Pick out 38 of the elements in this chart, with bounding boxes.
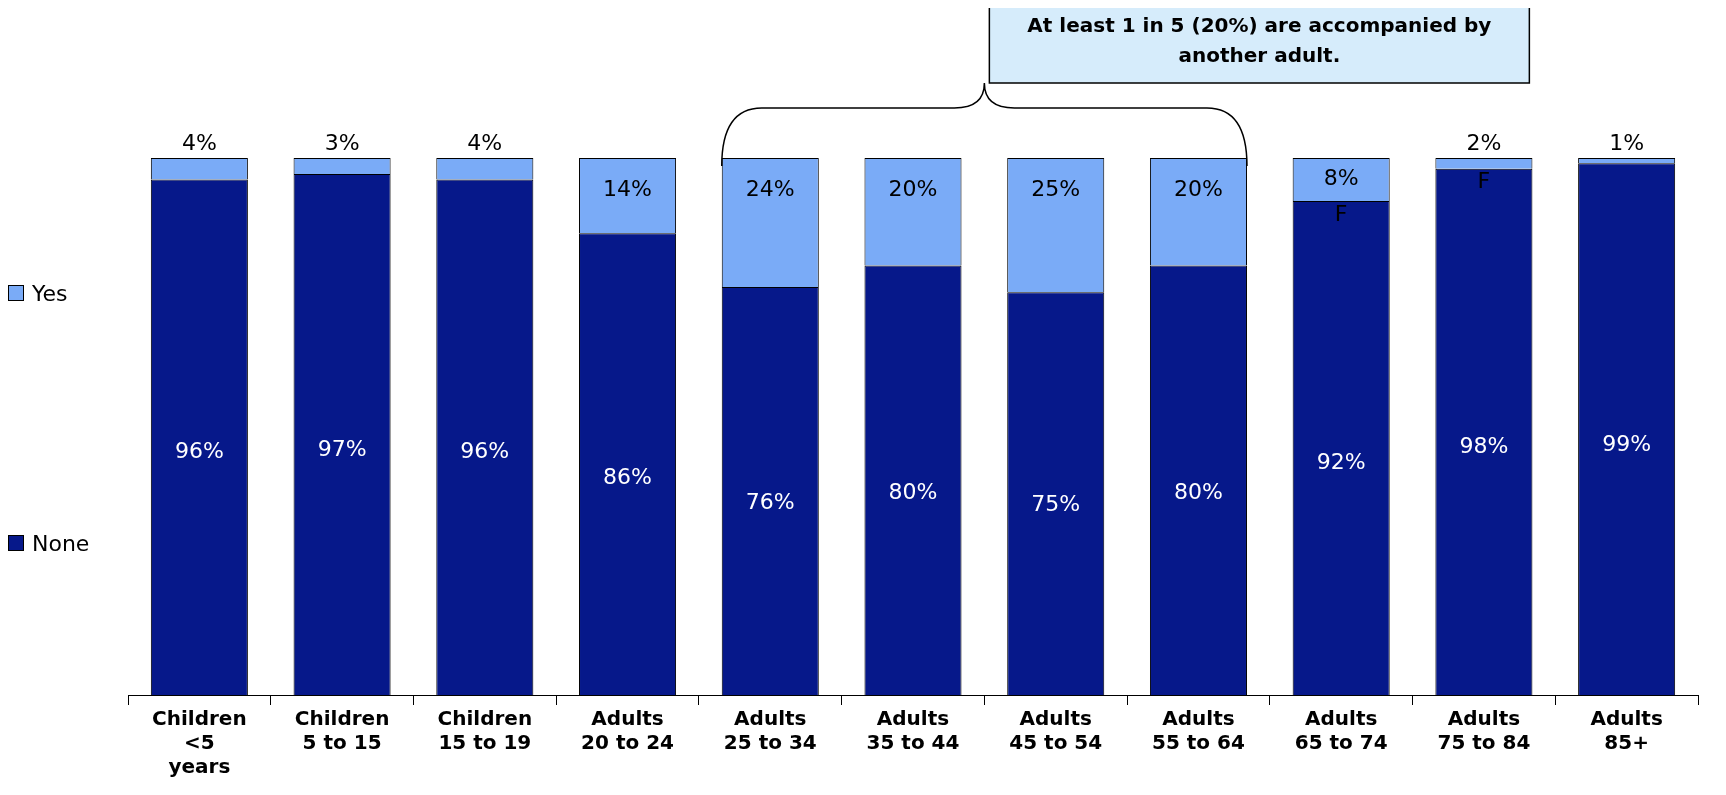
data-label: 1% xyxy=(1609,129,1645,155)
data-label: 86% xyxy=(603,463,652,489)
data-label: 24% xyxy=(745,175,795,201)
data-label: 25% xyxy=(1031,175,1081,201)
data-label: 4% xyxy=(181,129,217,155)
x-tick-label: Adults 35 to 44 xyxy=(866,706,960,755)
x-tick-label: Children 15 to 19 xyxy=(437,706,533,755)
text: At least 1 in 5 (20%) are accompanied by another adult. xyxy=(1027,13,1492,68)
data-label: 98% xyxy=(1459,433,1509,459)
annotation: F xyxy=(1334,200,1348,226)
data-label: 97% xyxy=(317,435,367,461)
data-label: 80% xyxy=(1174,478,1223,504)
data-label: 99% xyxy=(1602,430,1652,456)
text: None xyxy=(32,530,90,556)
data-label: 20% xyxy=(888,175,938,201)
data-label: 8% xyxy=(1323,165,1359,191)
data-label: 3% xyxy=(324,129,360,155)
x-tick-label: Adults 20 to 24 xyxy=(581,706,674,755)
data-label: 75% xyxy=(1031,491,1081,517)
data-label: 2% xyxy=(1466,129,1502,155)
x-tick-label: Adults 45 to 54 xyxy=(1009,706,1103,755)
data-label: 80% xyxy=(888,478,938,504)
data-label: 20% xyxy=(1174,175,1223,201)
x-tick-label: Adults 75 to 84 xyxy=(1437,706,1531,755)
data-label: 4% xyxy=(467,129,503,155)
data-label: 92% xyxy=(1316,448,1366,474)
data-label: 76% xyxy=(745,488,795,514)
annotation: F xyxy=(1477,168,1491,194)
x-tick-label: Adults 25 to 34 xyxy=(723,706,817,755)
data-label: 14% xyxy=(603,175,652,201)
legend-label: Yes xyxy=(32,280,68,306)
data-label: 96% xyxy=(460,438,510,464)
x-tick-label: Children 5 to 15 xyxy=(294,706,390,755)
x-tick-label: Adults 85+ xyxy=(1590,706,1663,755)
x-tick-label: Adults 65 to 74 xyxy=(1294,706,1388,755)
x-tick-label: Adults 55 to 64 xyxy=(1152,706,1245,755)
x-tick-label: Children <5 years xyxy=(152,706,247,779)
data-label: 96% xyxy=(174,438,224,464)
